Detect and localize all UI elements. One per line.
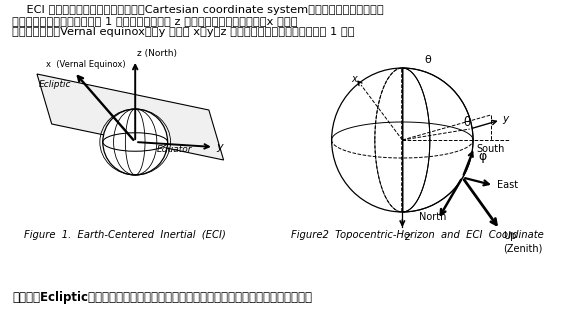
Text: ECI 坐标系是典型的笛卡尔坐标系（Cartesian coordinate system），也是多数卫星轨道模: ECI 坐标系是典型的笛卡尔坐标系（Cartesian coordinate s… bbox=[13, 5, 384, 15]
Text: Equator: Equator bbox=[157, 145, 192, 154]
Text: 型计算和输出的坐标系。如图 1 所示，其坐标原点 z 轴沿地球自转轴，指向北；x 轴从地: 型计算和输出的坐标系。如图 1 所示，其坐标原点 z 轴沿地球自转轴，指向北；x… bbox=[13, 16, 298, 26]
Text: y: y bbox=[217, 142, 223, 152]
Text: φ: φ bbox=[478, 150, 486, 163]
Text: Figure2  Topocentric-Horizon  and  ECI  Coordinate: Figure2 Topocentric-Horizon and ECI Coor… bbox=[291, 230, 544, 240]
Text: North: North bbox=[419, 212, 447, 223]
Text: z (North): z (North) bbox=[137, 49, 177, 58]
Text: x  (Vernal Equinox): x (Vernal Equinox) bbox=[46, 60, 126, 69]
Text: Ecliptic: Ecliptic bbox=[39, 80, 72, 89]
Text: x: x bbox=[351, 74, 357, 84]
Circle shape bbox=[103, 109, 167, 175]
Text: y: y bbox=[503, 114, 509, 124]
Text: Figure  1.  Earth-Centered  Inertial  (ECI): Figure 1. Earth-Centered Inertial (ECI) bbox=[24, 230, 226, 240]
Text: 心指向春分点（Vernal equinox）；y 轴是由 x，y，z 轴按右手坐标系原则确定的。图 1 中，: 心指向春分点（Vernal equinox）；y 轴是由 x，y，z 轴按右手坐… bbox=[13, 27, 355, 37]
Text: θ: θ bbox=[463, 116, 470, 129]
Text: East: East bbox=[497, 180, 518, 190]
Text: z: z bbox=[404, 232, 410, 242]
Circle shape bbox=[332, 68, 473, 212]
Text: Up
(Zenith): Up (Zenith) bbox=[503, 232, 542, 253]
Text: 黄道面（Ecliptic）是地球围绕太阳公转的轨道面，春分点就是地球赤道线和黄道面的升交: 黄道面（Ecliptic）是地球围绕太阳公转的轨道面，春分点就是地球赤道线和黄道… bbox=[13, 291, 312, 304]
Text: θ: θ bbox=[424, 55, 430, 65]
Text: South: South bbox=[476, 144, 504, 154]
Polygon shape bbox=[37, 74, 224, 160]
